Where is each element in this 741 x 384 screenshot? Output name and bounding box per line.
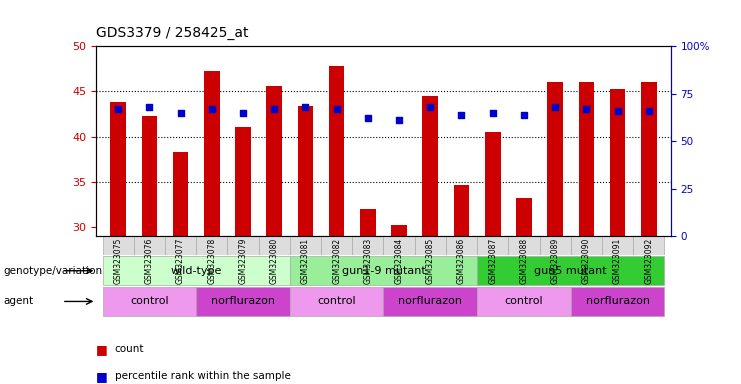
Bar: [204, 71, 219, 236]
Text: norflurazon: norflurazon: [211, 296, 275, 306]
Text: agent: agent: [4, 296, 34, 306]
Bar: [102, 236, 134, 255]
Bar: [548, 82, 563, 236]
Text: GSM323086: GSM323086: [457, 238, 466, 284]
Text: control: control: [317, 296, 356, 306]
Point: [330, 106, 342, 112]
Bar: [453, 185, 469, 236]
Bar: [571, 287, 665, 316]
Bar: [290, 236, 321, 255]
Bar: [290, 287, 384, 316]
Text: GSM323085: GSM323085: [426, 238, 435, 284]
Text: GSM323082: GSM323082: [332, 238, 341, 284]
Bar: [477, 287, 571, 316]
Bar: [298, 106, 313, 236]
Bar: [415, 236, 446, 255]
Text: GSM323079: GSM323079: [239, 238, 247, 284]
Bar: [165, 236, 196, 255]
Bar: [196, 236, 227, 255]
Point: [580, 106, 592, 112]
Bar: [571, 236, 602, 255]
Point: [175, 109, 187, 116]
Bar: [516, 198, 532, 236]
Bar: [422, 96, 438, 236]
Text: GSM323089: GSM323089: [551, 238, 559, 284]
Bar: [641, 82, 657, 236]
Text: norflurazon: norflurazon: [398, 296, 462, 306]
Point: [487, 109, 499, 116]
Bar: [235, 127, 250, 236]
Bar: [633, 236, 665, 255]
Bar: [508, 236, 539, 255]
Text: ■: ■: [96, 343, 108, 356]
Text: control: control: [130, 296, 169, 306]
Bar: [290, 256, 477, 285]
Bar: [102, 256, 290, 285]
Text: genotype/variation: genotype/variation: [4, 266, 103, 276]
Point: [237, 109, 249, 116]
Bar: [477, 256, 665, 285]
Text: GSM323081: GSM323081: [301, 238, 310, 284]
Text: GSM323076: GSM323076: [145, 238, 154, 284]
Bar: [477, 236, 508, 255]
Text: percentile rank within the sample: percentile rank within the sample: [115, 371, 290, 381]
Text: GSM323084: GSM323084: [394, 238, 404, 284]
Point: [611, 108, 623, 114]
Text: GSM323078: GSM323078: [207, 238, 216, 284]
Text: GSM323092: GSM323092: [644, 238, 654, 284]
Text: GSM323075: GSM323075: [113, 238, 123, 284]
Point: [393, 117, 405, 123]
Text: GSM323088: GSM323088: [519, 238, 528, 284]
Text: GSM323080: GSM323080: [270, 238, 279, 284]
Text: control: control: [505, 296, 543, 306]
Bar: [384, 287, 477, 316]
Text: GSM323090: GSM323090: [582, 238, 591, 284]
Text: gun5 mutant: gun5 mutant: [534, 266, 607, 276]
Bar: [391, 225, 407, 236]
Bar: [227, 236, 259, 255]
Bar: [579, 82, 594, 236]
Point: [268, 106, 280, 112]
Bar: [610, 89, 625, 236]
Bar: [173, 152, 188, 236]
Point: [456, 111, 468, 118]
Bar: [485, 132, 500, 236]
Bar: [196, 287, 290, 316]
Text: GSM323091: GSM323091: [613, 238, 622, 284]
Bar: [142, 116, 157, 236]
Bar: [384, 236, 415, 255]
Bar: [110, 102, 126, 236]
Point: [299, 104, 311, 110]
Point: [518, 111, 530, 118]
Text: count: count: [115, 344, 144, 354]
Bar: [539, 236, 571, 255]
Point: [549, 104, 561, 110]
Text: GSM323087: GSM323087: [488, 238, 497, 284]
Point: [206, 106, 218, 112]
Bar: [102, 287, 196, 316]
Point: [112, 106, 124, 112]
Text: gun1-9 mutant: gun1-9 mutant: [342, 266, 425, 276]
Bar: [267, 86, 282, 236]
Bar: [134, 236, 165, 255]
Text: norflurazon: norflurazon: [585, 296, 650, 306]
Bar: [259, 236, 290, 255]
Point: [643, 108, 655, 114]
Bar: [602, 236, 633, 255]
Bar: [321, 236, 352, 255]
Text: ■: ■: [96, 370, 108, 383]
Bar: [352, 236, 384, 255]
Text: GSM323077: GSM323077: [176, 238, 185, 284]
Point: [425, 104, 436, 110]
Text: GDS3379 / 258425_at: GDS3379 / 258425_at: [96, 26, 249, 40]
Text: GSM323083: GSM323083: [363, 238, 373, 284]
Text: wild-type: wild-type: [170, 266, 222, 276]
Bar: [360, 209, 376, 236]
Bar: [446, 236, 477, 255]
Point: [144, 104, 156, 110]
Bar: [329, 66, 345, 236]
Point: [362, 115, 373, 121]
